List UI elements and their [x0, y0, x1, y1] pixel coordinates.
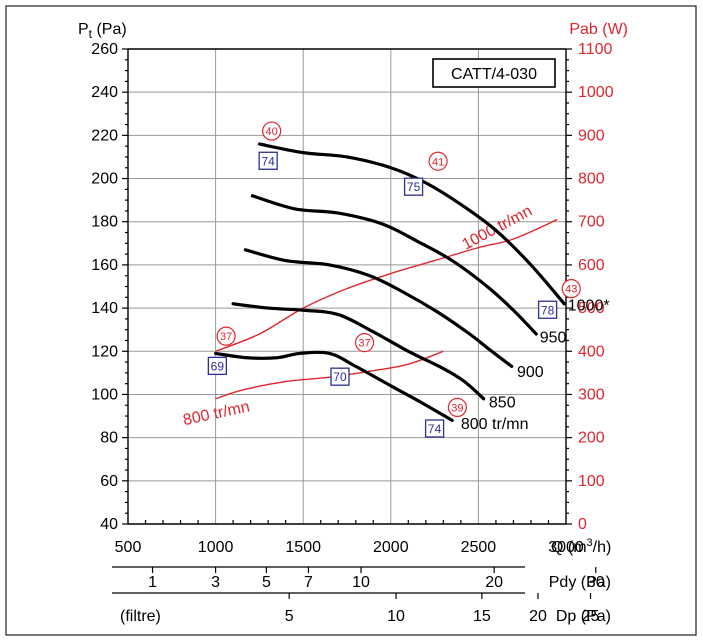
y-right-tick-label: 500	[578, 300, 605, 317]
circle-marker-label: 39	[451, 402, 463, 414]
axes: 500 1000 1500 2000 2500 300040608010012014016…	[91, 41, 613, 556]
pdy-scale: 1 3 5 7 10 20 30	[148, 567, 605, 591]
square-marker	[258, 151, 278, 170]
model-box	[432, 58, 556, 88]
y-right-tick-label: 300	[578, 386, 605, 403]
y-right-tick-label: 100	[578, 473, 605, 490]
y-right-tick-label: 1100	[578, 41, 613, 58]
circle-marker	[354, 333, 375, 353]
x-tick-label: 1000	[198, 539, 234, 556]
square-marker-label: 70	[333, 370, 347, 384]
x-tick-label: 2500	[461, 539, 497, 556]
dp-tick-label: 10	[387, 608, 405, 625]
pdy-tick-label: 30	[587, 574, 605, 591]
x-tick-label: 3000	[548, 539, 584, 556]
y-right-tick-label: 600	[578, 257, 605, 274]
speed-label: 1000*	[568, 297, 610, 314]
grid	[128, 48, 567, 524]
y-left-tick-label: 260	[91, 41, 118, 58]
x-tick-label: 1500	[285, 539, 321, 556]
square-marker-label: 74	[261, 154, 275, 168]
circle-marker	[447, 397, 467, 418]
pdy-tick-label: 20	[485, 574, 503, 591]
circle-marker-label: 40	[266, 126, 278, 138]
dp-tick-label: 5	[285, 608, 294, 625]
circle-marker-label: 37	[220, 331, 232, 343]
power-curve	[215, 350, 444, 400]
pdy-tick-label: 5	[262, 574, 271, 591]
y-right-tick-label: 0	[578, 516, 587, 533]
y-left-tick-label: 220	[91, 127, 118, 144]
pressure-curves	[214, 142, 566, 422]
circle-marker	[561, 279, 581, 299]
square-marker	[207, 356, 228, 376]
pdy-tick-label: 3	[211, 574, 220, 591]
x-tick-label: 500	[115, 539, 142, 556]
y-right-tick-label: 900	[578, 127, 605, 144]
power-curve	[215, 218, 558, 352]
speed-label: 950	[540, 330, 567, 347]
pressure-curve	[214, 350, 454, 422]
y-left-tick-label: 120	[91, 343, 118, 360]
y-right-tick-label: 1000	[578, 84, 614, 101]
circle-marker-label: 43	[565, 284, 577, 296]
y-right-tick-label: 400	[578, 343, 605, 360]
y-left-tick-label: 240	[91, 84, 118, 101]
circle-marker	[428, 151, 448, 171]
circle-marker-label: 41	[432, 156, 444, 168]
square-marker-label: 69	[211, 359, 225, 373]
square-marker	[403, 177, 424, 196]
speed-label: 850	[489, 394, 516, 411]
square-marker	[330, 367, 350, 386]
y-left-tick-label: 200	[91, 171, 118, 188]
circle-marker	[262, 121, 282, 141]
x-tick-label: 2000	[373, 539, 409, 556]
pdy-tick-label: 7	[304, 574, 313, 591]
y-right-tick-label: 800	[578, 171, 605, 188]
dp-tick-label: 15	[473, 608, 491, 625]
y-right-tick-label: 700	[578, 214, 605, 231]
square-marker	[424, 419, 445, 438]
dp-tick-label: 25	[582, 608, 600, 625]
pressure-curve	[231, 302, 486, 401]
y-left-tick-label: 80	[100, 430, 118, 447]
speed-label: 900	[517, 364, 544, 381]
square-marker-label: 75	[407, 180, 421, 194]
y-left-tick-label: 140	[91, 300, 118, 317]
y-left-tick-label: 60	[100, 473, 118, 490]
square-marker-label: 74	[428, 422, 442, 436]
circle-marker	[216, 326, 236, 346]
circle-marker-label: 37	[358, 338, 370, 350]
dp-axis-title: Dp (Pa)	[556, 608, 611, 625]
power-curve-label: 800 tr/mn	[182, 398, 252, 429]
y-left-tick-label: 100	[91, 386, 118, 403]
efficiency-markers: 40 41 43 37 37 39 74 75 78 69 70 74	[207, 121, 581, 438]
y-left-tick-label: 160	[91, 257, 118, 274]
y-left-axis-title: Pt (Pa)	[78, 21, 127, 41]
dp-filter-prefix: (filtre)	[120, 608, 161, 625]
pdy-tick-label: 1	[148, 574, 157, 591]
y-left-tick-label: 180	[91, 214, 118, 231]
square-marker	[537, 300, 558, 319]
x-axis-title: Q (m3/h)	[551, 537, 611, 556]
dp-scale: 5 10 15 20 25	[285, 593, 600, 625]
model-label: CATT/4-030	[451, 66, 537, 83]
pressure-curve	[250, 194, 538, 336]
y-right-axis-title: Pab (W)	[569, 21, 628, 38]
dp-tick-label: 20	[529, 608, 547, 625]
figure-frame	[5, 5, 697, 636]
pressure-curve	[243, 248, 514, 368]
pressure-curve	[257, 142, 566, 306]
pdy-tick-label: 10	[352, 574, 370, 591]
y-left-tick-label: 40	[100, 516, 118, 533]
square-marker-label: 78	[541, 303, 555, 317]
y-right-tick-label: 200	[578, 430, 605, 447]
speed-label: 800 tr/mn	[461, 416, 529, 433]
pdy-axis-title: Pdy (Pa)	[549, 574, 611, 591]
